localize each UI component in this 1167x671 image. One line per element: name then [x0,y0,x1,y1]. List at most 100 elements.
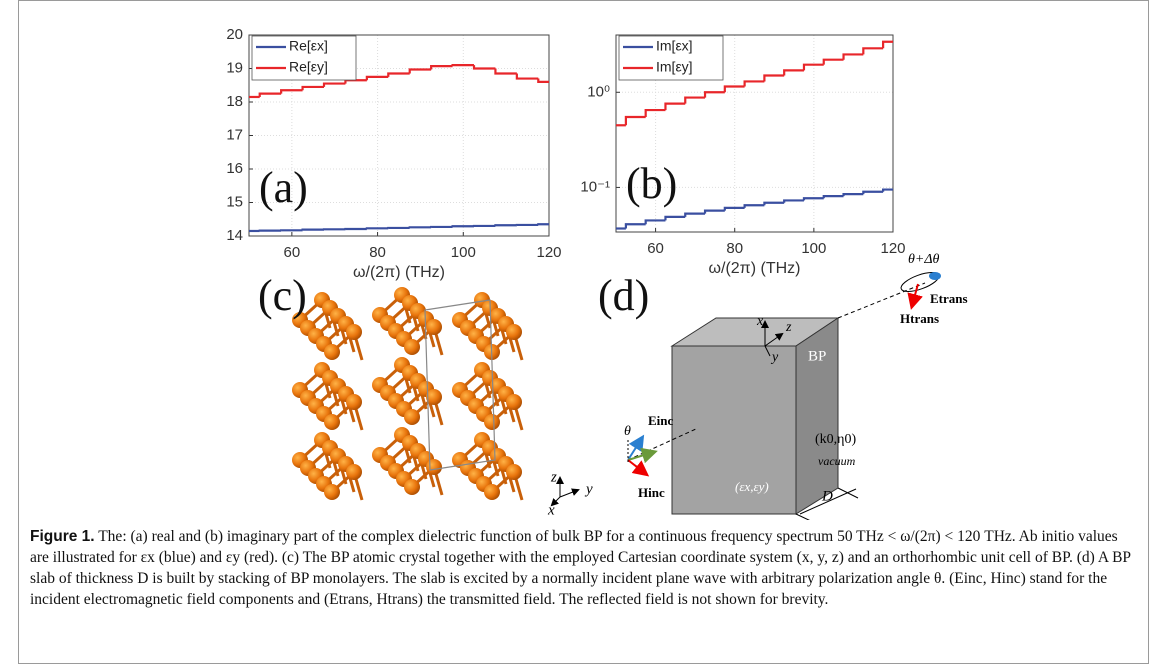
step [783,199,804,203]
step [472,65,496,70]
polarization-dot [929,272,941,280]
legend-box [251,35,357,81]
atom [346,394,362,410]
panel-c: (c) z y x [258,271,593,518]
axis-z-arrow [764,332,784,347]
y-tick-label: 10⁻¹ [580,178,610,195]
step [763,74,785,82]
y-tick-label: 14 [226,227,243,244]
step [684,96,706,104]
step [301,228,324,231]
legend-label: Re[εy] [289,59,328,75]
step [743,80,765,87]
step [451,225,474,228]
panel-label: (c) [258,271,307,320]
atom [346,464,362,480]
step [365,75,389,81]
panel-d: (d) x zy BP θ+Δθ Etrans Htrans (k0,η0) vacuum θ Ei… [598,252,968,520]
transmitted-ray [837,282,926,319]
atom [404,409,420,425]
diagram-label: Einc [648,413,674,428]
step [723,206,745,211]
h-inc-arrow [627,459,650,477]
x-tick-label: 120 [536,244,561,261]
step [882,40,893,49]
atom [426,389,442,405]
atom [484,484,500,500]
panel-label: (b) [626,159,677,208]
step [644,108,666,117]
step [842,53,864,60]
step [822,195,844,199]
slab-front [671,345,797,515]
atom [346,324,362,340]
diagram-label: BP [808,348,826,364]
atom [506,394,522,410]
step [408,226,432,229]
y-tick-label: 19 [226,59,243,76]
step [537,223,549,226]
step [365,227,389,230]
step [387,72,410,77]
step [322,82,346,87]
h-trans-arrow [907,283,923,310]
step [822,58,844,65]
diagram-label: (k0,η0) [815,432,856,447]
step [494,68,517,75]
diagram-label: Htrans [900,311,939,326]
step [763,201,785,206]
chart: 60 80 100 120 10⁻¹ 10⁰ Im[εx] Im[εy] ω/(2π) (THz… [580,34,906,277]
step [783,69,804,76]
step [280,89,303,94]
e-inc-arrow [627,434,645,461]
thickness-line [799,488,857,515]
dim-line-a [795,513,810,520]
step [451,64,474,67]
diagram-label: Hinc [638,485,665,500]
axis-letter: x [547,502,555,518]
atom [426,459,442,475]
chart: 60 80 100 120 14 15 16 17 18 19 20 Re[εx] Re[εy] ω/(2… [226,26,561,281]
atom [324,414,340,430]
step [862,47,884,55]
diagram-label: θ [624,424,631,439]
y-tick-label: 15 [226,193,243,210]
x-tick-label: 60 [284,244,301,261]
step [842,193,864,197]
atom [324,344,340,360]
diagram-label: (d) [598,271,649,320]
x-axis-label: ω/(2π) (THz) [353,264,445,281]
step [624,115,646,126]
atom [404,339,420,355]
step [703,91,725,98]
diagram-label: y [770,350,779,365]
y-tick-label: 17 [226,126,243,143]
y-tick-label: 16 [226,160,243,177]
diagram-label: (εx,εy) [735,479,769,494]
diagram-label: vacuum [818,454,856,468]
atom [484,414,500,430]
step [515,73,539,80]
atom [506,324,522,340]
step [703,209,725,214]
axis-y-arrow [764,345,771,357]
axis-letter: z [550,469,557,485]
legend-label: Im[εx] [656,38,693,54]
plot-frame [248,34,550,237]
y-tick-label: 20 [226,26,243,43]
step [301,85,324,91]
atom [506,464,522,480]
incident-ray [627,427,699,461]
step [882,188,893,192]
figure: (c)zyx (d)x zy BPθ+ΔθEtransHtrans(k0,η0)va… [226,26,968,520]
atom [324,484,340,500]
diagram-label: Etrans [930,291,968,306]
legend-box [618,35,724,81]
step [802,197,824,201]
step [684,212,706,217]
atom [404,479,420,495]
step [743,204,765,208]
caption-label: Figure 1. [30,528,95,545]
axis-letter: y [584,481,593,497]
